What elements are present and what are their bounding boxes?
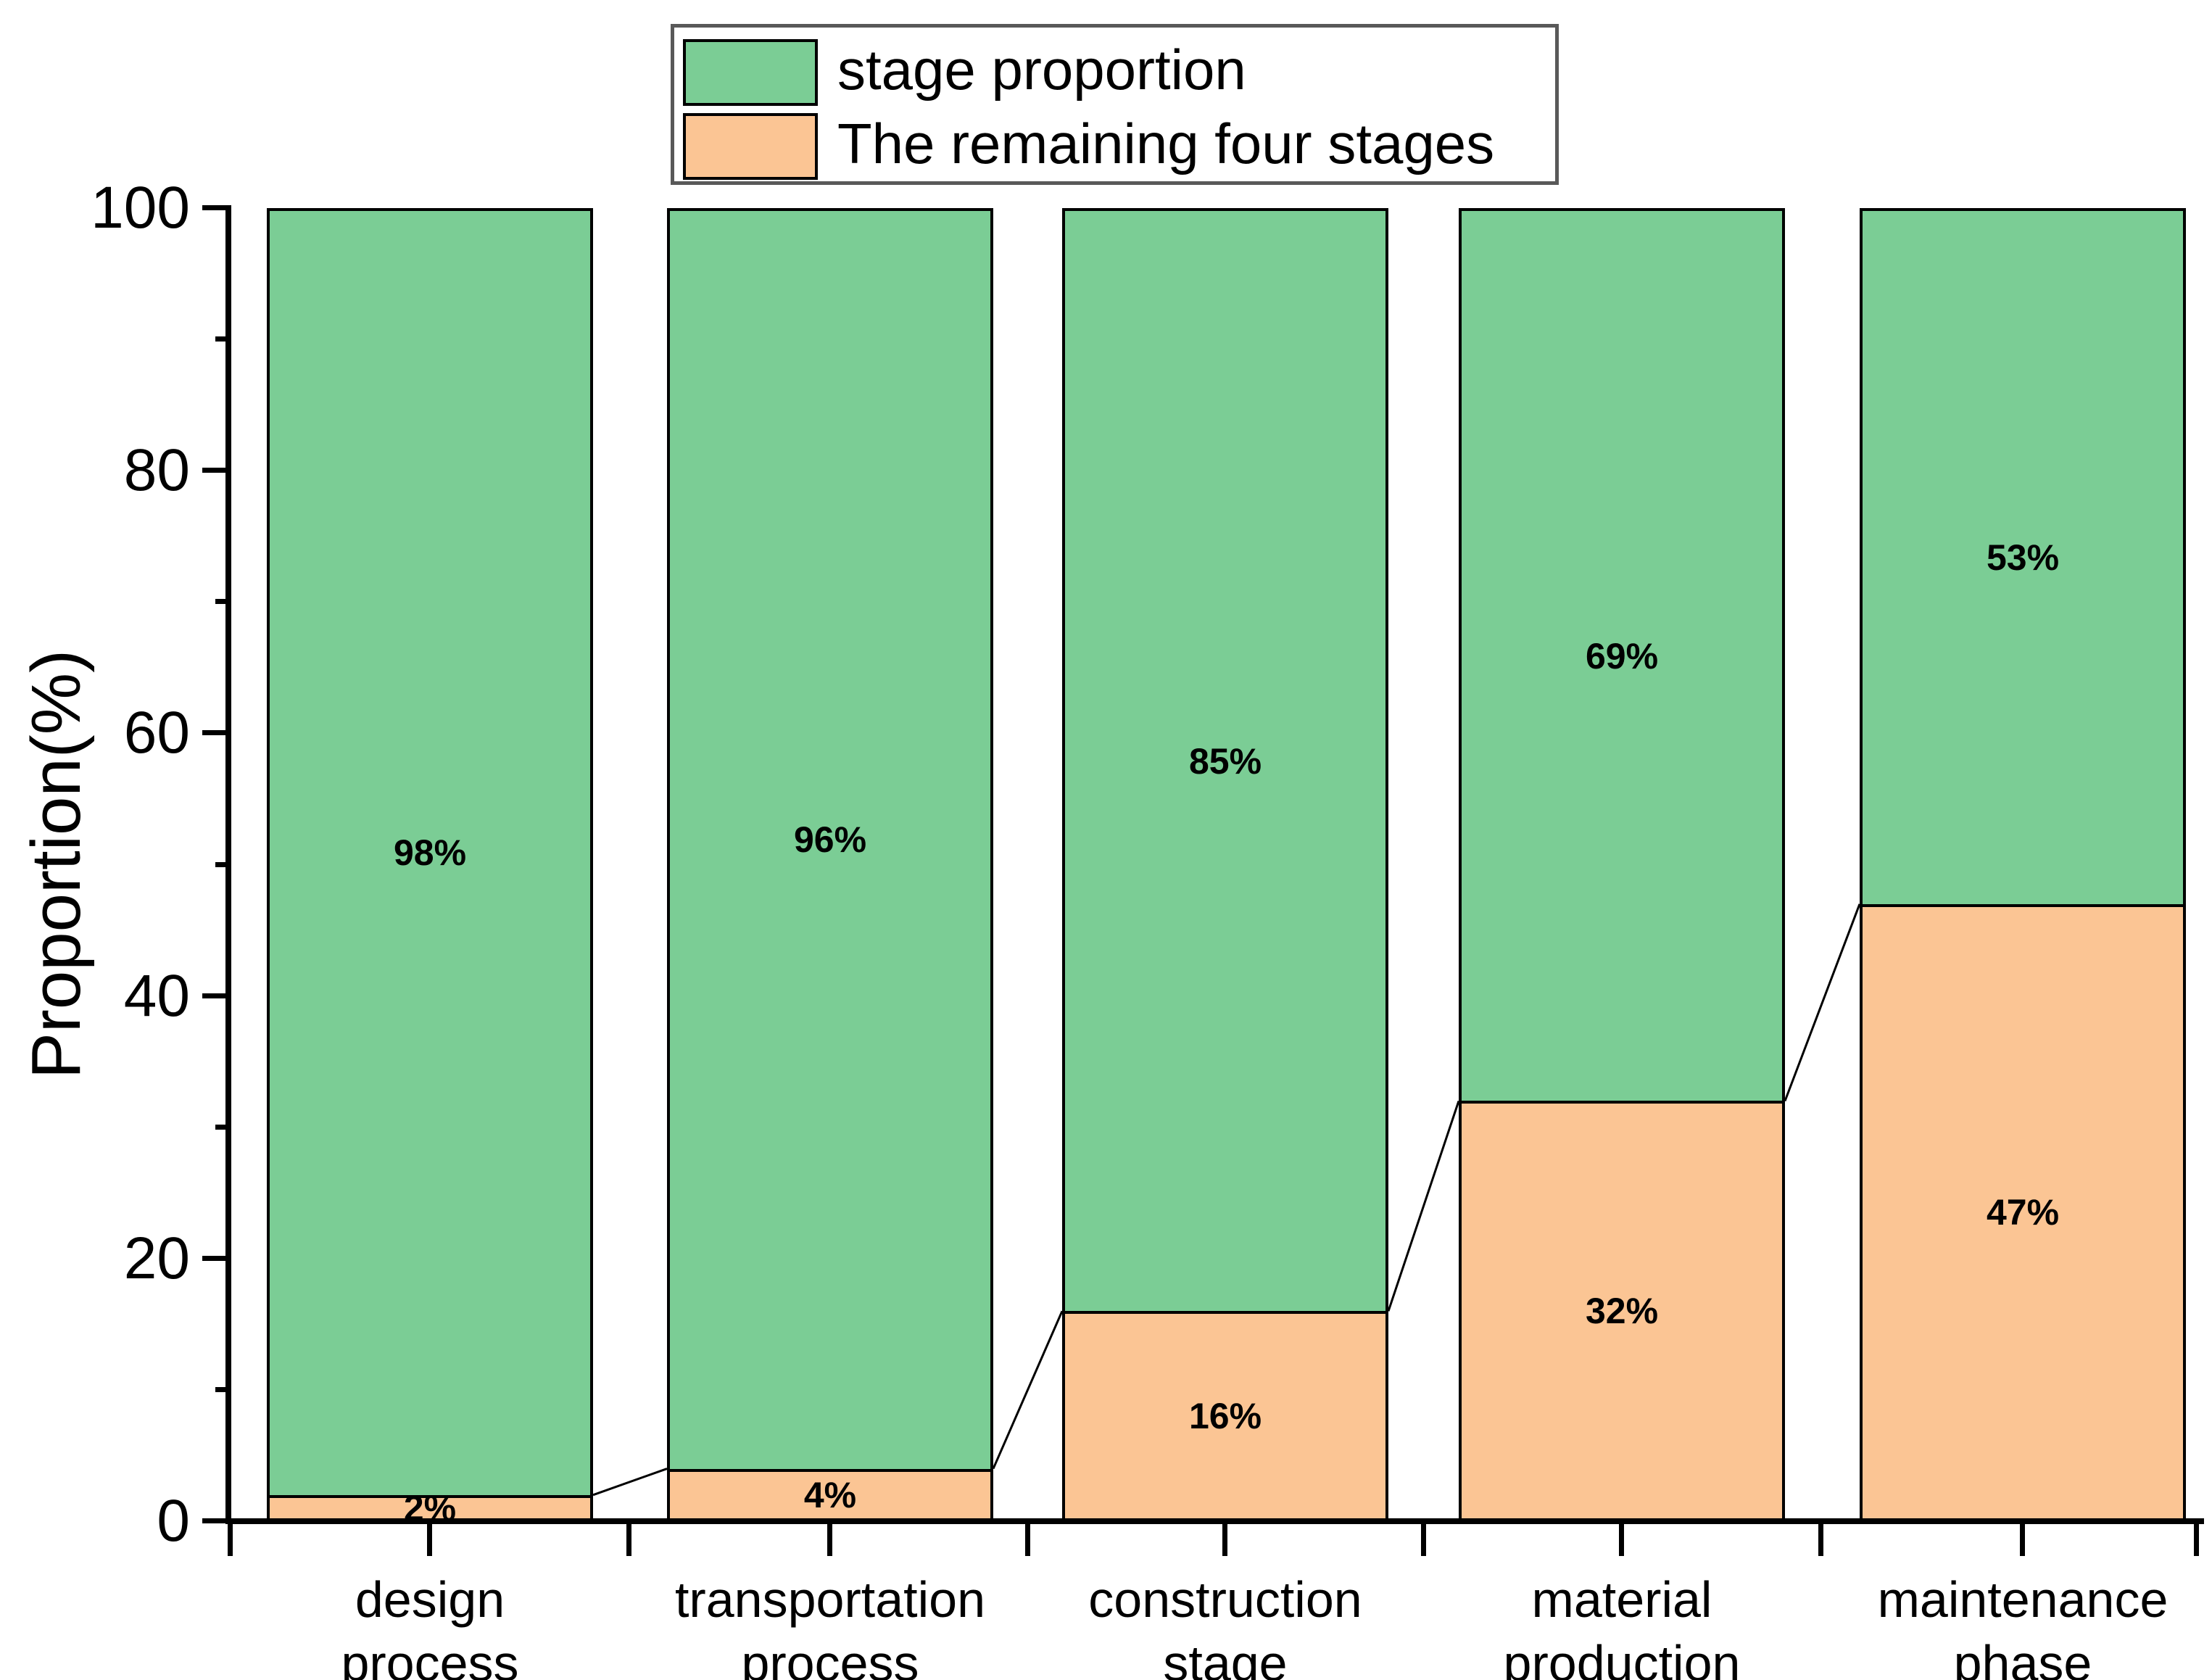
bar-value-label: 85%: [1188, 740, 1262, 782]
x-axis-tick: [1421, 1524, 1426, 1556]
bar-value-label: 96%: [793, 819, 867, 861]
x-axis-tick: [2020, 1524, 2025, 1556]
bar-segment-remaining-stages: 47%: [1860, 903, 2186, 1521]
bar-segment-remaining-stages: 32%: [1459, 1101, 1785, 1521]
legend-swatch-stage-proportion: [683, 39, 818, 106]
bar-construction-stage: 85% 16%: [1062, 208, 1388, 1521]
y-tick-label: 60: [123, 700, 190, 766]
y-axis-major-tick: [202, 1255, 228, 1261]
legend-swatch-remaining-stages: [683, 113, 818, 180]
bar-value-label: 32%: [1585, 1291, 1659, 1332]
y-axis-major-tick: [202, 468, 228, 473]
bar-value-label: 98%: [393, 832, 467, 874]
x-category-label: design process: [341, 1571, 519, 1680]
x-axis-tick: [1619, 1524, 1624, 1556]
y-axis-major-tick: [202, 1518, 228, 1523]
y-axis-minor-tick: [215, 1124, 228, 1130]
x-axis-tick: [2194, 1524, 2199, 1556]
x-axis-tick: [1222, 1524, 1227, 1556]
x-axis-line: [225, 1518, 2204, 1524]
bar-segment-stage-proportion: 53%: [1860, 208, 2186, 904]
x-category-label: maintenance phase: [1877, 1571, 2168, 1680]
y-axis-minor-tick: [215, 336, 228, 342]
y-axis-line: [225, 205, 231, 1524]
x-axis-tick: [1818, 1524, 1823, 1556]
bar-segment-stage-proportion: 98%: [267, 208, 593, 1495]
y-tick-label: 40: [123, 962, 190, 1029]
x-category-label: construction stage: [1088, 1571, 1362, 1680]
y-axis-major-tick: [202, 205, 228, 210]
bar-value-label: 2%: [403, 1487, 457, 1528]
x-axis-tick: [1025, 1524, 1030, 1556]
bar-transportation-process: 96% 4%: [667, 208, 993, 1521]
bar-material-production: 69% 32%: [1459, 208, 1785, 1521]
bar-segment-remaining-stages: 2%: [267, 1489, 593, 1528]
bar-maintenance-phase: 53% 47%: [1860, 208, 2186, 1521]
y-tick-label: 100: [91, 175, 190, 241]
x-axis-tick: [228, 1524, 233, 1556]
bar-value-label: 4%: [803, 1474, 857, 1515]
legend-label: stage proportion: [837, 37, 1246, 102]
bar-segment-stage-proportion: 96%: [667, 208, 993, 1469]
x-category-label: transportation process: [674, 1571, 986, 1680]
bar-value-label: 69%: [1585, 635, 1659, 676]
bar-value-label: 16%: [1188, 1396, 1262, 1437]
y-tick-label: 20: [123, 1225, 190, 1291]
bar-segment-remaining-stages: 4%: [667, 1468, 993, 1521]
y-axis-minor-tick: [215, 599, 228, 605]
bar-value-label: 47%: [1986, 1192, 2060, 1233]
y-axis-minor-tick: [215, 861, 228, 867]
x-category-label: material production: [1503, 1571, 1741, 1680]
x-axis-tick: [427, 1524, 432, 1556]
bar-segment-stage-proportion: 85%: [1062, 208, 1388, 1312]
bar-segment-remaining-stages: 16%: [1062, 1311, 1388, 1521]
bar-segment-stage-proportion: 69%: [1459, 208, 1785, 1101]
y-tick-label: 80: [123, 437, 190, 504]
legend: stage proportion The remaining four stag…: [671, 24, 1559, 185]
y-axis-minor-tick: [215, 1386, 228, 1392]
x-axis-tick: [626, 1524, 631, 1556]
y-axis-major-tick: [202, 993, 228, 998]
y-axis-major-tick: [202, 730, 228, 736]
y-tick-label: 0: [157, 1488, 190, 1554]
legend-label: The remaining four stages: [837, 111, 1495, 175]
x-axis-tick: [827, 1524, 832, 1556]
bar-design-process: 98% 2%: [267, 208, 593, 1528]
bar-value-label: 53%: [1986, 537, 2060, 578]
